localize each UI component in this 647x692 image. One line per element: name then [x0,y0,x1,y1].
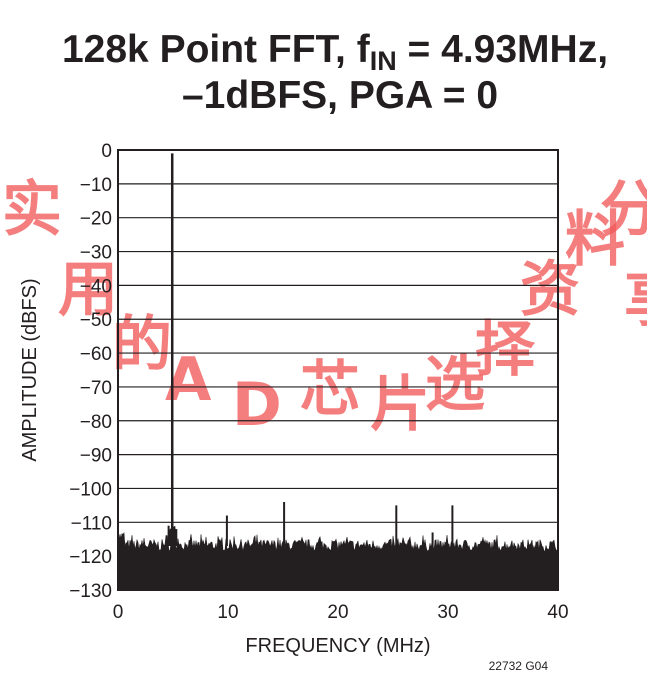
y-tick-label: −10 [80,175,112,196]
spectrum-series [117,153,559,591]
watermark-glyph: 芯 [300,355,360,425]
y-tick-label: −70 [80,378,112,399]
noise-floor [117,531,559,591]
watermark-glyph: 料 [565,205,625,275]
y-tick-label: −20 [80,209,112,230]
watermark-glyph: 的 [112,310,172,380]
watermark-glyph: 选 [425,350,485,420]
chart-title-line-2: –1dBFS, PGA = 0 [182,74,498,117]
watermark-glyph: 用 [58,255,118,325]
y-tick-label: −130 [69,581,112,602]
watermark: 实用的AD芯片选择资料分享 [2,175,647,440]
watermark-glyph: 分 [600,175,647,245]
watermark-glyph: 资 [520,255,580,325]
title-main: 128k Point FFT, f [62,28,371,71]
watermark-glyph: D [232,370,282,440]
y-tick-label: 0 [101,141,112,162]
y-tick-label: −40 [80,276,112,297]
title-rest: = 4.93MHz, [397,28,608,71]
y-tick-label: −90 [80,446,112,467]
y-tick-label: −100 [69,479,112,500]
watermark-glyph: 实 [2,175,62,245]
fundamental-skirt [167,525,178,546]
watermark-glyph: 片 [370,370,430,440]
figure-id: 22732 G04 [489,659,549,673]
x-tick-label: 10 [217,602,238,623]
x-tick-labels: 0 10 20 30 40 [113,602,569,623]
x-tick-label: 40 [547,602,568,623]
y-tick-label: −50 [80,310,112,331]
y-tick-label: −110 [71,513,112,534]
watermark-glyph: 择 [475,315,536,385]
y-axis-label: AMPLITUDE (dBFS) [19,278,41,461]
y-tick-labels: 0 −10 −20 −30 −40 −50 −60 −70 −80 −90 −100 −110 −120… [69,141,112,602]
chart-title-line-1: 128k Point FFT, fIN = 4.93MHz, [62,28,608,76]
x-tick-label: 30 [437,602,458,623]
y-tick-label: −80 [80,412,112,433]
watermark-glyph: 享 [624,265,647,335]
title-subscript: IN [370,46,397,76]
x-tick-label: 0 [113,602,124,623]
x-axis-label: FREQUENCY (MHz) [245,635,430,657]
x-tick-label: 20 [327,602,348,623]
y-tick-label: −120 [69,547,112,568]
y-tick-label: −30 [80,243,112,264]
y-tick-label: −60 [80,344,112,365]
plot-frame [117,149,559,591]
